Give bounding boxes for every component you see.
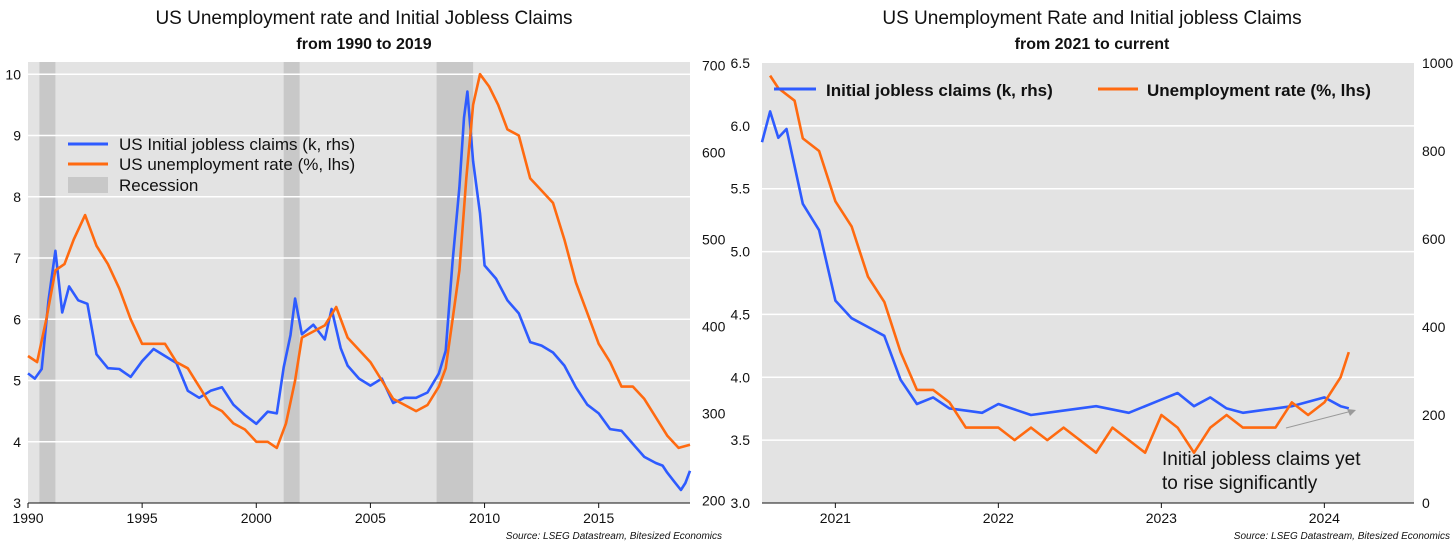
left-legend-swatch (68, 177, 108, 193)
left-x-tick-label: 2000 (241, 510, 272, 526)
left-chart-source: Source: LSEG Datastream, Bitesized Econo… (505, 531, 722, 542)
right-right-tick-label: 800 (1422, 143, 1446, 159)
left-left-tick-label: 10 (5, 66, 21, 82)
left-chart-title: US Unemployment rate and Initial Jobless… (155, 8, 573, 29)
left-x-tick-label: 2005 (355, 510, 386, 526)
right-legend-label: Initial jobless claims (k, rhs) (826, 81, 1053, 100)
right-left-tick-label: 6.0 (731, 118, 751, 134)
left-chart-svg: 3 4 5 6 7 8 9 10 200 300 400 500 600 700 1990 1995 2000 2… (5, 57, 726, 526)
right-x-tick-label: 2022 (983, 510, 1014, 526)
left-x-tick-label: 1995 (127, 510, 158, 526)
left-legend-label: US unemployment rate (%, lhs) (119, 155, 355, 174)
right-left-tick-label: 4.0 (731, 369, 751, 385)
left-chart-subtitle: from 1990 to 2019 (296, 36, 432, 53)
left-left-tick-label: 7 (13, 250, 21, 266)
left-x-tick-label: 2015 (583, 510, 614, 526)
left-plot-area (28, 62, 690, 503)
left-recession-band (39, 62, 56, 503)
right-legend-label: Unemployment rate (%, lhs) (1147, 81, 1371, 100)
right-right-tick-label: 200 (1422, 407, 1446, 423)
left-left-tick-label: 6 (13, 311, 21, 327)
right-left-tick-label: 6.5 (731, 55, 751, 71)
annotation-text-line1: Initial jobless claims yet (1162, 449, 1361, 470)
left-left-tick-label: 8 (13, 189, 21, 205)
right-x-tick-label: 2024 (1309, 510, 1340, 526)
left-right-tick-label: 700 (702, 57, 726, 73)
left-series-line (27, 72, 691, 450)
right-plot-area (762, 63, 1414, 503)
right-x-tick-label: 2023 (1146, 510, 1177, 526)
right-left-tick-label: 4.5 (731, 306, 751, 322)
right-chart-panel: US Unemployment Rate and Initial jobless… (728, 0, 1456, 546)
annotation-text-line2: to rise significantly (1162, 473, 1318, 494)
annotation-arrow-line (1285, 410, 1353, 429)
right-chart-subtitle: from 2021 to current (1014, 36, 1170, 53)
right-left-tick-label: 3.0 (731, 495, 751, 511)
left-x-tick-label: 1990 (12, 510, 43, 526)
right-chart-svg: 3.0 3.5 4.0 4.5 5.0 5.5 6.0 6.5 0 200 400 600 800 100… (731, 55, 1454, 526)
left-left-tick-label: 9 (13, 128, 21, 144)
right-left-tick-label: 3.5 (731, 432, 751, 448)
left-right-tick-label: 600 (702, 144, 726, 160)
right-x-tick-label: 2021 (820, 510, 851, 526)
right-chart-source: Source: LSEG Datastream, Bitesized Econo… (1233, 531, 1450, 542)
right-right-tick-label: 400 (1422, 319, 1446, 335)
annotation-arrow-head (1347, 409, 1356, 416)
left-left-tick-label: 5 (13, 373, 21, 389)
left-legend-label: Recession (119, 176, 198, 195)
left-right-tick-label: 500 (702, 231, 726, 247)
left-chart-panel: US Unemployment rate and Initial Jobless… (5, 8, 726, 542)
left-x-tick-label: 2010 (469, 510, 500, 526)
right-right-tick-label: 600 (1422, 231, 1446, 247)
left-left-tick-label: 4 (13, 434, 21, 450)
left-left-tick-label: 3 (13, 495, 21, 511)
left-series-line (27, 90, 692, 492)
right-series-line (760, 110, 1350, 417)
left-right-tick-label: 300 (702, 405, 726, 421)
right-right-tick-label: 1000 (1422, 55, 1453, 71)
right-series-line (769, 74, 1351, 455)
right-left-tick-label: 5.5 (731, 181, 751, 197)
left-recession-band (436, 62, 474, 503)
left-legend-label: US Initial jobless claims (k, rhs) (119, 135, 355, 154)
right-chart-title: US Unemployment Rate and Initial jobless… (882, 8, 1302, 29)
left-right-tick-label: 200 (702, 492, 726, 508)
right-left-tick-label: 5.0 (731, 244, 751, 260)
right-right-tick-label: 0 (1422, 495, 1430, 511)
left-right-tick-label: 400 (702, 318, 726, 334)
left-recession-band (283, 62, 300, 503)
